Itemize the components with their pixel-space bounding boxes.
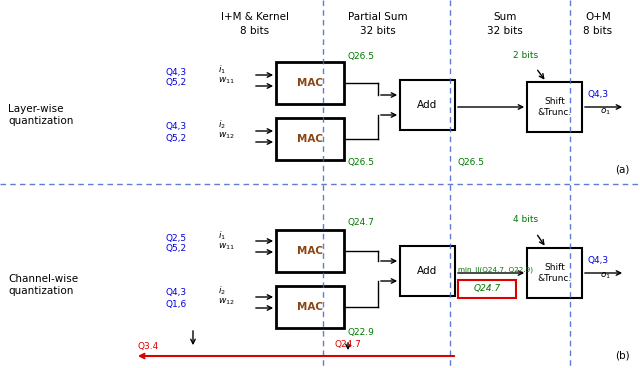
Text: Q5,2: Q5,2: [165, 134, 186, 142]
Bar: [400, 80, 455, 130]
Text: $i_2$: $i_2$: [218, 119, 226, 131]
Text: MAC: MAC: [297, 78, 323, 88]
Bar: [276, 62, 344, 104]
Text: MAC: MAC: [297, 302, 323, 312]
Text: $i_2$: $i_2$: [218, 285, 226, 297]
Text: Q24.7: Q24.7: [474, 284, 500, 294]
Text: 8 bits: 8 bits: [241, 26, 269, 36]
Text: Q2,5: Q2,5: [165, 234, 186, 243]
Text: Q4,3: Q4,3: [165, 289, 186, 297]
Text: Layer-wise
quantization: Layer-wise quantization: [8, 104, 74, 126]
Text: MAC: MAC: [297, 134, 323, 144]
Bar: [276, 230, 344, 272]
Text: (b): (b): [616, 351, 630, 361]
Bar: [400, 246, 455, 296]
Bar: [276, 118, 344, 160]
Text: Q4,3: Q4,3: [588, 91, 609, 99]
Text: Channel-wise
quantization: Channel-wise quantization: [8, 274, 78, 296]
Text: Q24.7: Q24.7: [335, 340, 362, 350]
Text: Q5,2: Q5,2: [165, 78, 186, 88]
Text: Shift
&Trunc.: Shift &Trunc.: [538, 97, 572, 117]
Text: 4 bits: 4 bits: [513, 216, 538, 224]
Text: Q5,2: Q5,2: [165, 244, 186, 254]
Text: min_II(Q24.7, Q22.9): min_II(Q24.7, Q22.9): [458, 267, 533, 273]
Text: $w_{12}$: $w_{12}$: [218, 131, 235, 141]
Text: Q26.5: Q26.5: [348, 53, 375, 61]
Bar: [527, 248, 582, 298]
Text: Q4,3: Q4,3: [165, 123, 186, 131]
Text: $w_{12}$: $w_{12}$: [218, 297, 235, 307]
Text: O+M: O+M: [585, 12, 611, 22]
Text: Q26.5: Q26.5: [458, 158, 485, 166]
Text: $i_1$: $i_1$: [218, 230, 226, 242]
Text: $w_{11}$: $w_{11}$: [218, 242, 235, 252]
Text: 32 bits: 32 bits: [487, 26, 523, 36]
Text: Q26.5: Q26.5: [348, 158, 375, 166]
Text: $w_{11}$: $w_{11}$: [218, 76, 235, 86]
Text: $o_1$: $o_1$: [600, 107, 611, 117]
Text: 8 bits: 8 bits: [584, 26, 612, 36]
Text: Add: Add: [417, 100, 438, 110]
Text: Q22.9: Q22.9: [348, 329, 375, 337]
Text: Q4,3: Q4,3: [165, 67, 186, 77]
Text: Q24.7: Q24.7: [348, 219, 375, 227]
Text: Shift
&Trunc.: Shift &Trunc.: [538, 263, 572, 283]
Text: $o_1$: $o_1$: [600, 271, 611, 281]
Bar: [527, 82, 582, 132]
Text: 32 bits: 32 bits: [360, 26, 396, 36]
Bar: [276, 286, 344, 328]
Text: 2 bits: 2 bits: [513, 50, 538, 60]
Text: Q4,3: Q4,3: [588, 255, 609, 265]
Text: (a): (a): [616, 165, 630, 175]
Text: Q1,6: Q1,6: [165, 300, 186, 308]
Text: MAC: MAC: [297, 246, 323, 256]
Text: Sum: Sum: [493, 12, 516, 22]
Text: I+M & Kernel: I+M & Kernel: [221, 12, 289, 22]
Bar: [458, 280, 516, 298]
Text: $i_1$: $i_1$: [218, 64, 226, 76]
Text: Add: Add: [417, 266, 438, 276]
Text: Q3.4: Q3.4: [138, 342, 159, 350]
Text: Partial Sum: Partial Sum: [348, 12, 408, 22]
